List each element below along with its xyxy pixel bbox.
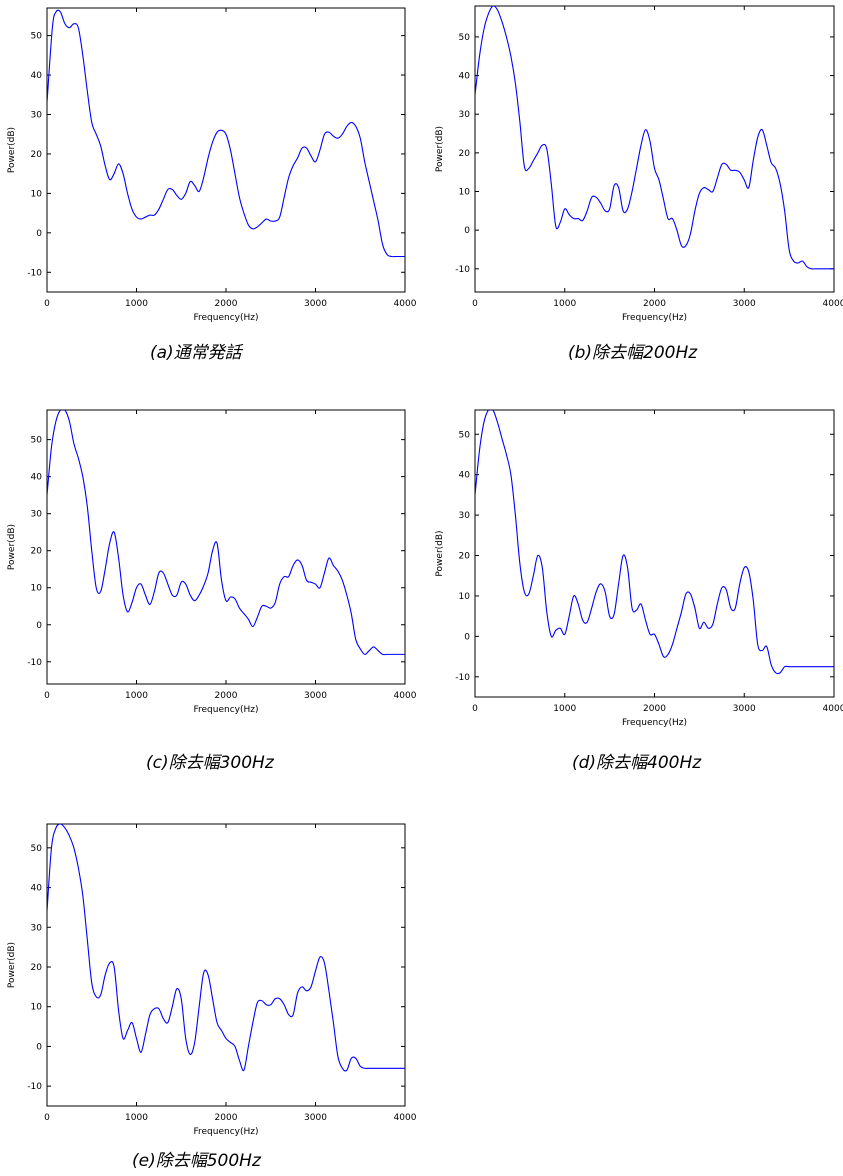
chart-a-svg: 0 1000 2000 3000 4000 -10 0 10 20 30 40 50 Frequency… <box>7 7 417 323</box>
chart-panel-d: 0 1000 2000 3000 4000 -10 0 10 20 30 40 50 Frequency… <box>428 404 843 734</box>
y-tick-label: 10 <box>31 584 43 594</box>
series-line <box>47 9 405 258</box>
y-tick-label: 50 <box>459 33 471 43</box>
chart-panel-c: 0 1000 2000 3000 4000 -10 0 10 20 30 40 50 Frequency… <box>0 404 420 734</box>
y-tick-label: 30 <box>31 923 43 933</box>
chart-a-caption: (a)通常発話 <box>150 343 242 363</box>
y-tick-label: 40 <box>31 71 43 81</box>
y-tick-label: 10 <box>459 592 471 602</box>
chart-panel-e: 0 1000 2000 3000 4000 -10 0 10 20 30 40 50 Frequency… <box>0 816 420 1146</box>
y-tick-label: 0 <box>464 226 470 236</box>
chart-e-svg: 0 1000 2000 3000 4000 -10 0 10 20 30 40 50 Frequency… <box>7 823 417 1137</box>
y-tick-label: 40 <box>459 471 471 481</box>
chart-c-svg: 0 1000 2000 3000 4000 -10 0 10 20 30 40 50 Frequency… <box>7 409 417 715</box>
y-axis-label: Power(dB) <box>7 127 17 173</box>
y-tick-label: 0 <box>36 229 42 239</box>
chart-b-svg: 0 1000 2000 3000 4000 -10 0 10 20 30 40 50 Frequency… <box>435 5 843 323</box>
x-tick-label: 1000 <box>125 691 148 701</box>
y-tick-label: 20 <box>31 150 43 160</box>
x-tick-label: 1000 <box>125 299 148 309</box>
x-tick-label: 4000 <box>394 1113 417 1123</box>
y-tick-label: 50 <box>31 32 43 42</box>
x-axis-label: Frequency(Hz) <box>622 313 687 323</box>
x-tick-label: 4000 <box>823 299 843 309</box>
y-axis-label: Power(dB) <box>435 530 445 576</box>
x-tick-label: 1000 <box>553 299 576 309</box>
y-axis-label: Power(dB) <box>435 126 445 172</box>
x-tick-label: 2000 <box>643 704 666 714</box>
y-tick-label: 20 <box>31 547 43 557</box>
y-tick-label: 20 <box>31 963 43 973</box>
series-line <box>47 410 405 656</box>
x-tick-label: 3000 <box>304 299 327 309</box>
x-tick-label: 2000 <box>215 1113 238 1123</box>
x-axis-label: Frequency(Hz) <box>622 718 687 728</box>
series-line <box>47 824 405 1072</box>
x-tick-label: 0 <box>44 1113 50 1123</box>
plot-frame <box>46 7 406 293</box>
y-tick-label: 40 <box>459 72 471 82</box>
y-tick-label: -10 <box>455 265 470 275</box>
y-tick-label: -10 <box>455 673 470 683</box>
y-axis-label: Power(dB) <box>7 942 17 988</box>
y-tick-label: 10 <box>31 189 43 199</box>
y-tick-label: -10 <box>27 268 42 278</box>
y-tick-label: 40 <box>31 884 43 894</box>
plot-frame <box>474 409 835 698</box>
y-tick-label: 50 <box>31 436 43 446</box>
chart-d-svg: 0 1000 2000 3000 4000 -10 0 10 20 30 40 50 Frequency… <box>435 409 843 728</box>
x-axis-label: Frequency(Hz) <box>193 1127 258 1137</box>
plot-frame <box>474 5 835 293</box>
x-tick-label: 1000 <box>125 1113 148 1123</box>
y-tick-label: 20 <box>459 552 471 562</box>
chart-e-caption: (e)除去幅500Hz <box>132 1151 261 1171</box>
plot-frame <box>46 823 406 1107</box>
x-tick-label: 2000 <box>215 299 238 309</box>
series-line <box>475 6 834 270</box>
x-axis-label: Frequency(Hz) <box>193 705 258 715</box>
y-tick-label: 30 <box>459 511 471 521</box>
x-tick-label: 4000 <box>394 299 417 309</box>
plot-frame <box>46 409 406 685</box>
x-tick-label: 3000 <box>304 1113 327 1123</box>
chart-b-caption: (b)除去幅200Hz <box>568 343 698 363</box>
chart-c-caption: (c)除去幅300Hz <box>146 753 274 773</box>
y-tick-label: 30 <box>31 510 43 520</box>
y-tick-label: 40 <box>31 473 43 483</box>
x-tick-label: 0 <box>472 299 478 309</box>
x-tick-label: 0 <box>44 691 50 701</box>
x-tick-label: 2000 <box>643 299 666 309</box>
x-tick-label: 4000 <box>394 691 417 701</box>
series-line <box>475 410 834 675</box>
y-tick-label: 10 <box>459 188 471 198</box>
y-tick-label: 0 <box>464 632 470 642</box>
y-tick-label: -10 <box>27 1082 42 1092</box>
y-tick-label: 0 <box>36 621 42 631</box>
x-tick-label: 1000 <box>553 704 576 714</box>
y-tick-label: 30 <box>31 111 43 121</box>
x-tick-label: 0 <box>472 704 478 714</box>
y-tick-label: 10 <box>31 1003 43 1013</box>
y-tick-label: 20 <box>459 149 471 159</box>
y-axis-label: Power(dB) <box>7 524 17 570</box>
y-tick-label: -10 <box>27 658 42 668</box>
x-tick-label: 3000 <box>304 691 327 701</box>
y-tick-label: 30 <box>459 110 471 120</box>
y-tick-label: 50 <box>459 430 471 440</box>
chart-panel-b: 0 1000 2000 3000 4000 -10 0 10 20 30 40 50 Frequency… <box>428 0 843 330</box>
x-tick-label: 2000 <box>215 691 238 701</box>
y-tick-label: 50 <box>31 844 43 854</box>
x-tick-label: 3000 <box>733 299 756 309</box>
x-tick-label: 3000 <box>733 704 756 714</box>
x-tick-label: 0 <box>44 299 50 309</box>
chart-d-caption: (d)除去幅400Hz <box>572 753 702 773</box>
x-tick-label: 4000 <box>823 704 843 714</box>
y-tick-label: 0 <box>36 1042 42 1052</box>
x-axis-label: Frequency(Hz) <box>193 313 258 323</box>
chart-panel-a: 0 1000 2000 3000 4000 -10 0 10 20 30 40 50 Frequency… <box>0 0 420 330</box>
